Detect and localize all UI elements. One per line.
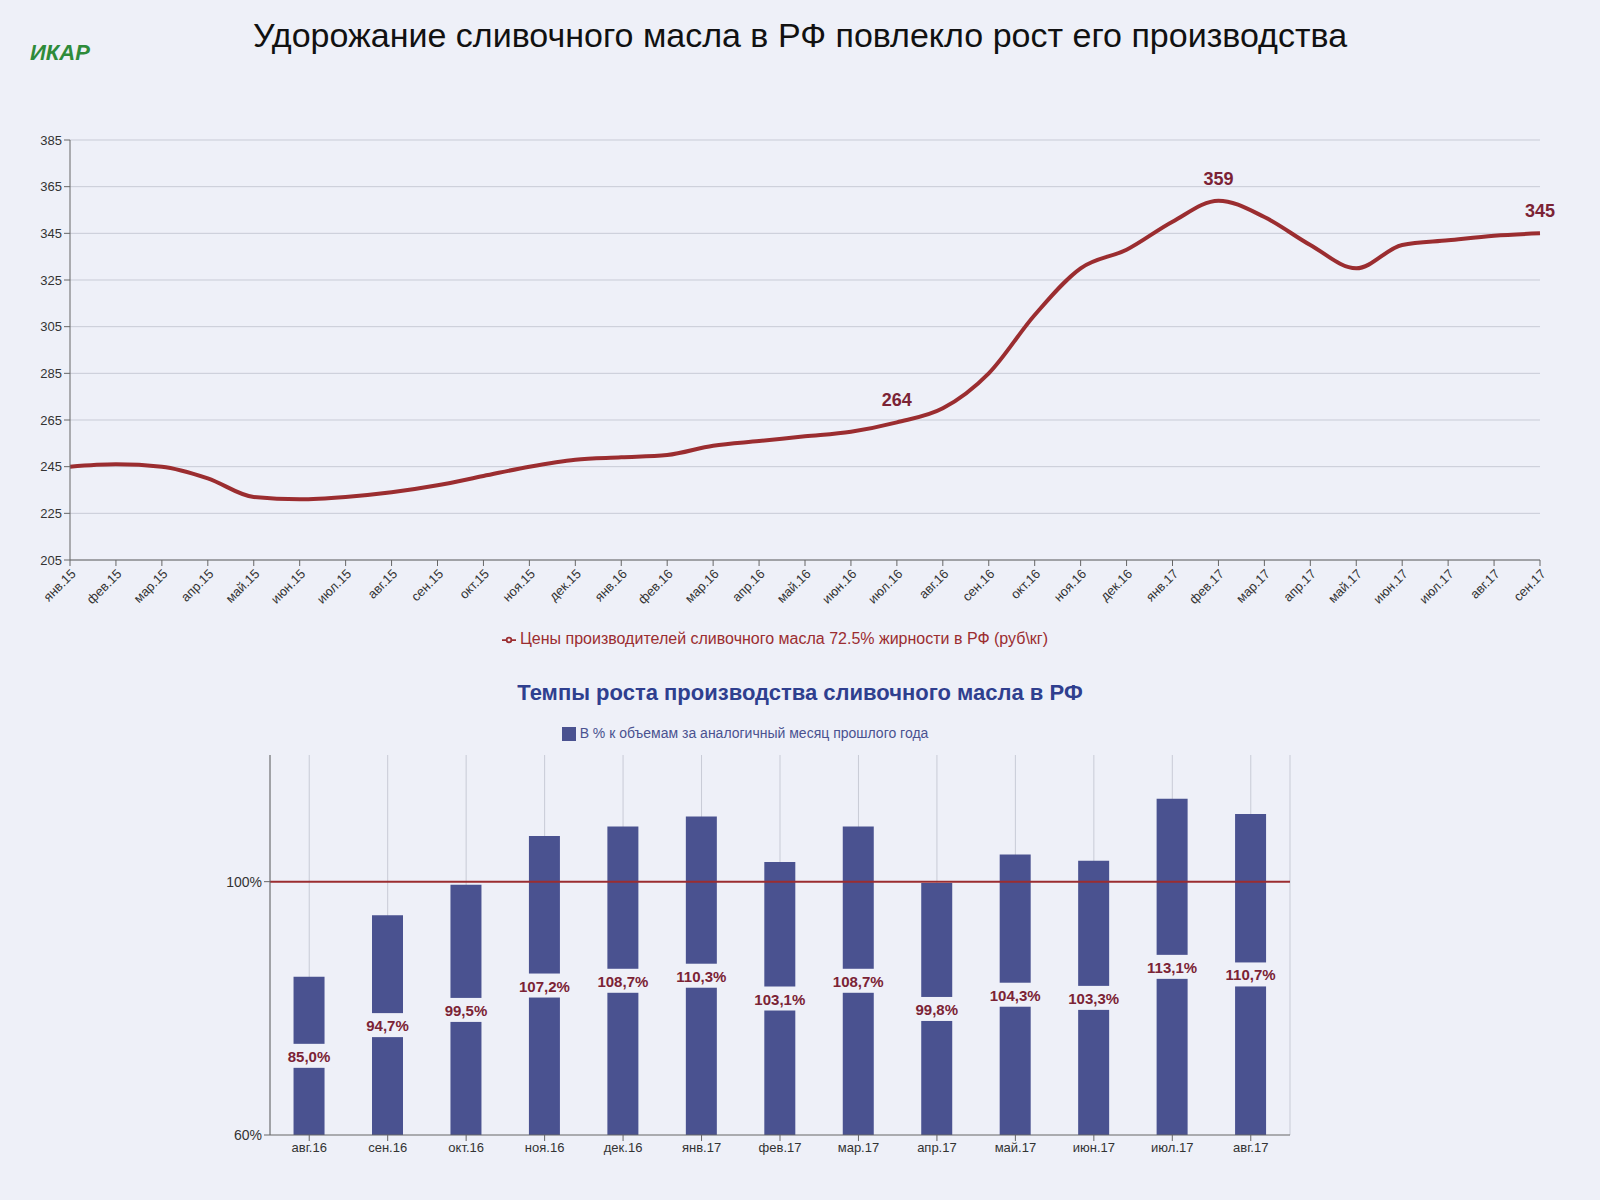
svg-text:сен.16: сен.16	[959, 566, 997, 604]
svg-text:108,7%: 108,7%	[833, 973, 884, 990]
svg-text:104,3%: 104,3%	[990, 987, 1041, 1004]
svg-text:99,5%: 99,5%	[445, 1002, 488, 1019]
svg-text:янв.17: янв.17	[1143, 566, 1181, 604]
svg-text:июн.15: июн.15	[268, 566, 308, 606]
html-text:Удорожание сливочного масла в: Удорожание сливочного масла в РФ повлекл…	[252, 16, 1348, 54]
svg-text:июн.17: июн.17	[1370, 566, 1410, 606]
svg-text:фев.15: фев.15	[84, 566, 125, 607]
svg-text:июл.17: июл.17	[1151, 1140, 1193, 1155]
html-text:Темпы роста производства сливо: Темпы роста производства сливочного масл…	[517, 680, 1083, 705]
svg-text:май.17: май.17	[1325, 566, 1365, 606]
svg-text:94,7%: 94,7%	[366, 1017, 409, 1034]
svg-text:110,7%: 110,7%	[1226, 966, 1276, 983]
svg-text:май.16: май.16	[774, 566, 814, 606]
svg-text:фев.17: фев.17	[1186, 566, 1227, 607]
svg-text:205: 205	[40, 553, 62, 568]
svg-text:365: 365	[40, 179, 62, 194]
svg-text:сен.17: сен.17	[1510, 566, 1548, 604]
svg-text:мар.17: мар.17	[838, 1140, 879, 1155]
svg-text:апр.17: апр.17	[1280, 566, 1319, 605]
svg-text:окт.15: окт.15	[456, 566, 492, 602]
svg-text:сен.15: сен.15	[408, 566, 446, 604]
svg-text:дек.15: дек.15	[546, 566, 584, 604]
svg-text:май.17: май.17	[995, 1140, 1037, 1155]
svg-text:265: 265	[40, 413, 62, 428]
svg-text:окт.16: окт.16	[1008, 566, 1044, 602]
svg-text:авг.16: авг.16	[292, 1140, 327, 1155]
svg-text:авг.17: авг.17	[1467, 566, 1503, 602]
html-text:Цены производителей сливочного: Цены производителей сливочного масла 72.…	[520, 630, 1048, 647]
svg-text:85,0%: 85,0%	[288, 1048, 331, 1065]
svg-text:245: 245	[40, 459, 62, 474]
svg-text:июн.17: июн.17	[1073, 1140, 1115, 1155]
html-text:ИКАР: ИКАР	[30, 40, 90, 65]
svg-text:107,2%: 107,2%	[519, 978, 570, 995]
svg-text:100%: 100%	[226, 874, 262, 890]
svg-text:окт.16: окт.16	[448, 1140, 484, 1155]
svg-text:июл.15: июл.15	[314, 566, 355, 607]
svg-text:июл.16: июл.16	[865, 566, 906, 607]
svg-text:ноя.15: ноя.15	[499, 566, 538, 605]
svg-text:264: 264	[882, 390, 912, 410]
svg-text:янв.16: янв.16	[592, 566, 630, 604]
svg-text:ноя.16: ноя.16	[525, 1140, 565, 1155]
svg-text:108,7%: 108,7%	[597, 973, 648, 990]
svg-text:июл.17: июл.17	[1416, 566, 1457, 607]
svg-text:мар.16: мар.16	[682, 566, 722, 606]
svg-text:апр.17: апр.17	[917, 1140, 957, 1155]
svg-text:июн.16: июн.16	[819, 566, 859, 606]
svg-text:янв.17: янв.17	[682, 1140, 721, 1155]
svg-text:103,3%: 103,3%	[1068, 990, 1119, 1007]
svg-text:113,1%: 113,1%	[1147, 959, 1197, 976]
svg-text:99,8%: 99,8%	[915, 1001, 958, 1018]
svg-text:авг.17: авг.17	[1233, 1140, 1268, 1155]
svg-text:дек.16: дек.16	[1097, 566, 1135, 604]
svg-text:авг.15: авг.15	[365, 566, 401, 602]
svg-text:60%: 60%	[234, 1127, 262, 1143]
svg-text:345: 345	[40, 226, 62, 241]
svg-text:авг.16: авг.16	[916, 566, 952, 602]
svg-text:апр.15: апр.15	[178, 566, 217, 605]
svg-text:225: 225	[40, 506, 62, 521]
html-text:В % к объемам за аналогичный м: В % к объемам за аналогичный месяц прошл…	[579, 725, 929, 741]
svg-text:305: 305	[40, 319, 62, 334]
svg-text:май.15: май.15	[222, 566, 262, 606]
svg-text:янв.15: янв.15	[40, 566, 78, 604]
svg-text:ноя.16: ноя.16	[1051, 566, 1090, 605]
svg-text:фев.16: фев.16	[635, 566, 676, 607]
svg-text:359: 359	[1203, 169, 1233, 189]
svg-text:385: 385	[40, 133, 62, 148]
svg-text:сен.16: сен.16	[368, 1140, 407, 1155]
svg-text:285: 285	[40, 366, 62, 381]
svg-text:103,1%: 103,1%	[754, 991, 805, 1008]
svg-text:мар.15: мар.15	[131, 566, 171, 606]
svg-text:345: 345	[1525, 201, 1555, 221]
svg-text:апр.16: апр.16	[729, 566, 768, 605]
svg-text:325: 325	[40, 273, 62, 288]
svg-text:дек.16: дек.16	[604, 1140, 643, 1155]
svg-text:фев.17: фев.17	[759, 1140, 802, 1155]
svg-text:мар.17: мар.17	[1233, 566, 1273, 606]
svg-text:110,3%: 110,3%	[676, 968, 726, 985]
